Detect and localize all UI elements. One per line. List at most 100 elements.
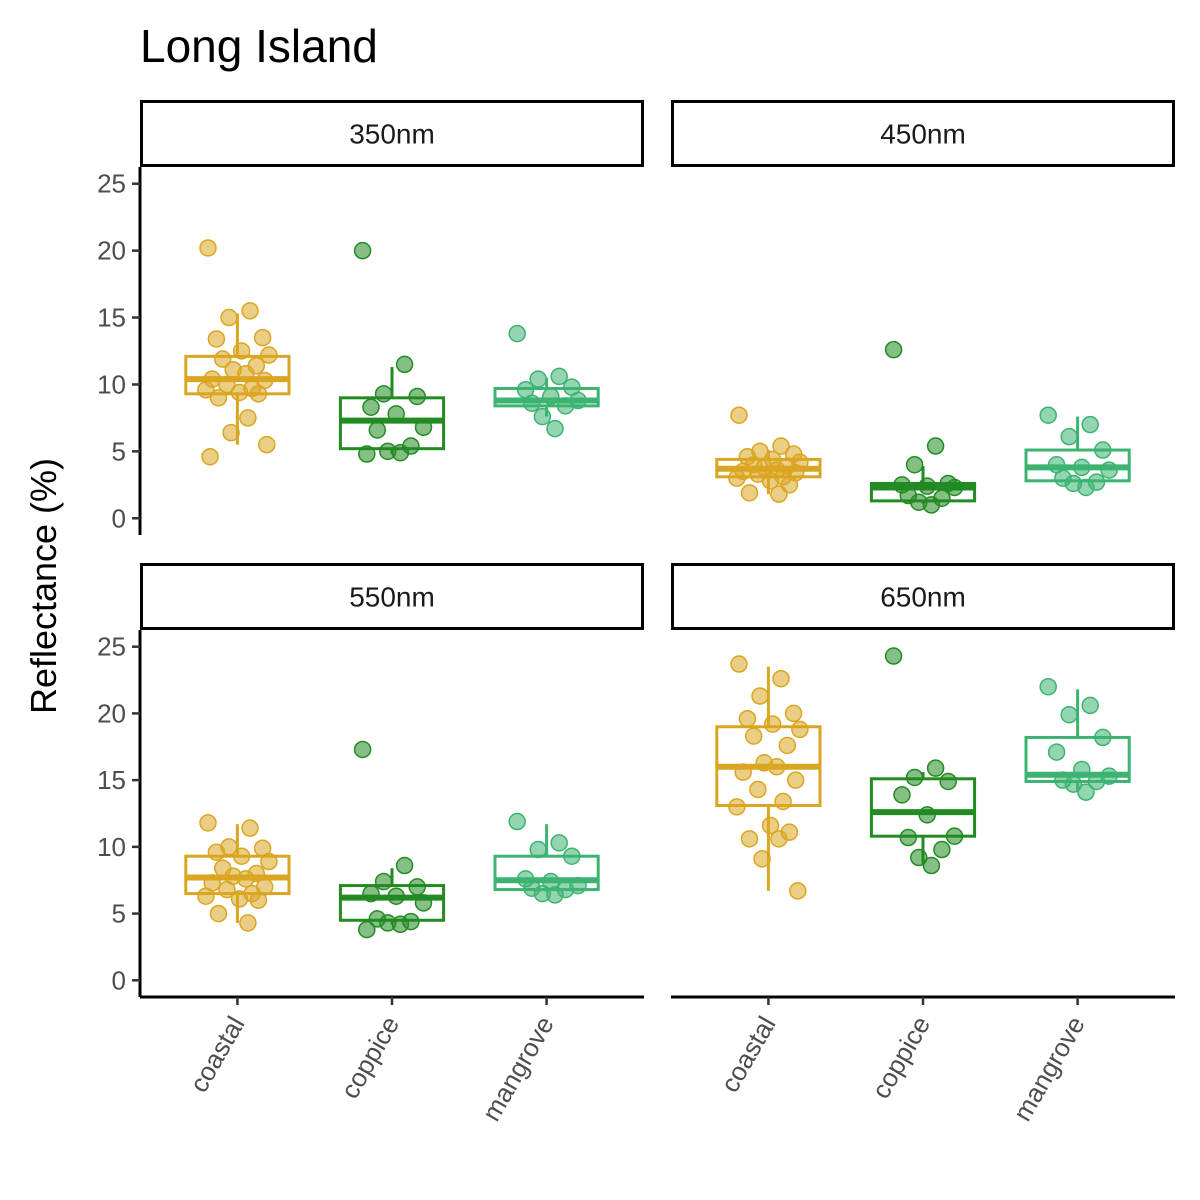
data-point (374, 872, 393, 891)
data-point (197, 381, 215, 399)
y-axis-title: Reflectance (%) (23, 458, 64, 714)
data-point (232, 847, 251, 865)
data-point (368, 421, 387, 439)
data-point (408, 878, 426, 896)
data-point (786, 771, 805, 789)
box-mangrove (1024, 677, 1131, 801)
data-point (556, 397, 575, 415)
strip-label: 450nm (880, 119, 966, 150)
data-point (199, 814, 217, 832)
data-point (899, 828, 918, 847)
data-point (260, 346, 278, 364)
data-point (926, 759, 945, 777)
data-point (918, 477, 936, 495)
data-point (218, 880, 236, 899)
strip-box (140, 563, 644, 630)
data-point (220, 308, 238, 327)
data-point (1064, 775, 1083, 793)
box-mangrove (493, 812, 600, 904)
panel-450nm: 450nm (671, 100, 1175, 514)
box-mangrove (1024, 406, 1131, 497)
x-tick-label: coastal (183, 1011, 250, 1097)
data-point (730, 406, 748, 424)
y-tick-label: 20 (97, 236, 126, 266)
data-point (232, 342, 251, 360)
data-point (395, 355, 414, 374)
data-point (768, 758, 786, 776)
data-point (905, 768, 924, 787)
data-point (563, 847, 581, 865)
x-tick-label: mangrove (1007, 1011, 1091, 1126)
data-point (918, 806, 936, 824)
data-point (353, 740, 372, 759)
strip-label: 350nm (349, 119, 435, 150)
data-point (213, 350, 232, 368)
y-tick-label: 20 (97, 698, 126, 728)
box-coastal (715, 406, 822, 503)
data-point (939, 772, 957, 791)
data-point (533, 407, 552, 426)
data-point (1047, 743, 1066, 761)
data-point (230, 383, 249, 402)
data-point (734, 763, 752, 781)
data-point (546, 886, 564, 904)
data-point (1094, 728, 1112, 747)
data-point (529, 840, 547, 859)
data-point (209, 389, 228, 407)
data-point (253, 328, 272, 347)
box-coppice (869, 647, 977, 875)
box-coastal (715, 655, 822, 900)
data-point (772, 669, 790, 688)
data-point (761, 816, 780, 835)
data-point (508, 324, 526, 343)
data-point (789, 882, 807, 900)
data-point (751, 687, 769, 705)
data-point (542, 387, 560, 406)
facet-panels: 350nm 0 5 10 15 20 25 450nm 550nm 0 5 10 15 20 25 coast… (97, 100, 1175, 1126)
data-point (926, 437, 945, 455)
y-tick-label: 25 (97, 632, 126, 662)
data-point (922, 496, 941, 514)
data-point (774, 792, 792, 811)
y-tick-label: 0 (112, 503, 126, 533)
data-point (1094, 441, 1112, 459)
data-point (237, 364, 255, 383)
data-point (550, 834, 568, 852)
data-point (778, 736, 797, 755)
data-point (738, 709, 757, 728)
data-point (933, 840, 951, 859)
data-point (1077, 783, 1095, 801)
data-point (884, 340, 903, 359)
data-point (199, 239, 217, 257)
data-point (1081, 415, 1099, 434)
data-point (218, 375, 236, 394)
data-point (1073, 760, 1091, 779)
box-coastal (184, 239, 291, 466)
y-tick-label: 10 (97, 369, 126, 399)
data-point (395, 856, 414, 875)
data-point (1100, 461, 1118, 479)
y-tick-label: 5 (112, 436, 126, 466)
data-point (249, 385, 268, 403)
data-point (408, 387, 426, 406)
data-point (1081, 696, 1099, 715)
data-point (237, 870, 255, 888)
data-point (374, 385, 393, 403)
data-point (1060, 705, 1078, 724)
data-point (241, 819, 259, 837)
data-point (260, 852, 278, 871)
data-point (207, 843, 226, 861)
data-point (744, 727, 763, 745)
data-point (258, 435, 276, 454)
data-point (728, 798, 746, 816)
data-point (884, 647, 903, 665)
data-point (201, 447, 219, 466)
data-point (905, 455, 924, 474)
data-point (414, 418, 433, 437)
data-point (523, 394, 541, 412)
data-point (239, 914, 257, 932)
data-point (391, 915, 410, 934)
data-point (1039, 677, 1057, 696)
box-coppice (869, 340, 977, 514)
